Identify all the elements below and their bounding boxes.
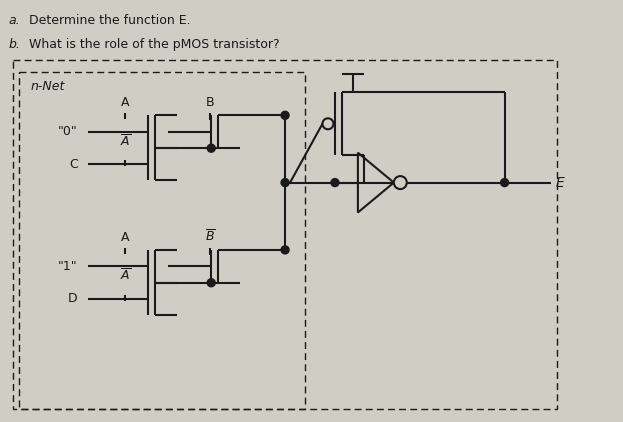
Bar <box>12 60 558 409</box>
Circle shape <box>281 111 289 119</box>
Text: n-Net: n-Net <box>31 81 65 93</box>
Circle shape <box>394 176 407 189</box>
Text: a.: a. <box>9 14 21 27</box>
Text: Determine the function E.: Determine the function E. <box>29 14 190 27</box>
Text: b.: b. <box>9 38 21 51</box>
Circle shape <box>207 144 215 152</box>
Circle shape <box>207 279 215 287</box>
Text: What is the role of the pMOS transistor?: What is the role of the pMOS transistor? <box>29 38 279 51</box>
Text: "0": "0" <box>58 125 77 138</box>
Circle shape <box>331 179 339 187</box>
Text: E: E <box>556 176 564 189</box>
Text: C: C <box>69 158 77 170</box>
Text: D: D <box>68 292 77 305</box>
Circle shape <box>281 246 289 254</box>
Bar <box>19 73 305 409</box>
Text: "1": "1" <box>58 260 77 273</box>
Text: A: A <box>121 231 130 244</box>
Text: $\overline{A}$: $\overline{A}$ <box>120 134 131 149</box>
Circle shape <box>281 179 289 187</box>
Circle shape <box>323 118 333 129</box>
Text: $\overline{B}$: $\overline{B}$ <box>205 228 216 244</box>
Text: B: B <box>206 96 214 109</box>
Text: $\overline{A}$: $\overline{A}$ <box>120 268 131 284</box>
Circle shape <box>500 179 508 187</box>
Text: A: A <box>121 96 130 109</box>
